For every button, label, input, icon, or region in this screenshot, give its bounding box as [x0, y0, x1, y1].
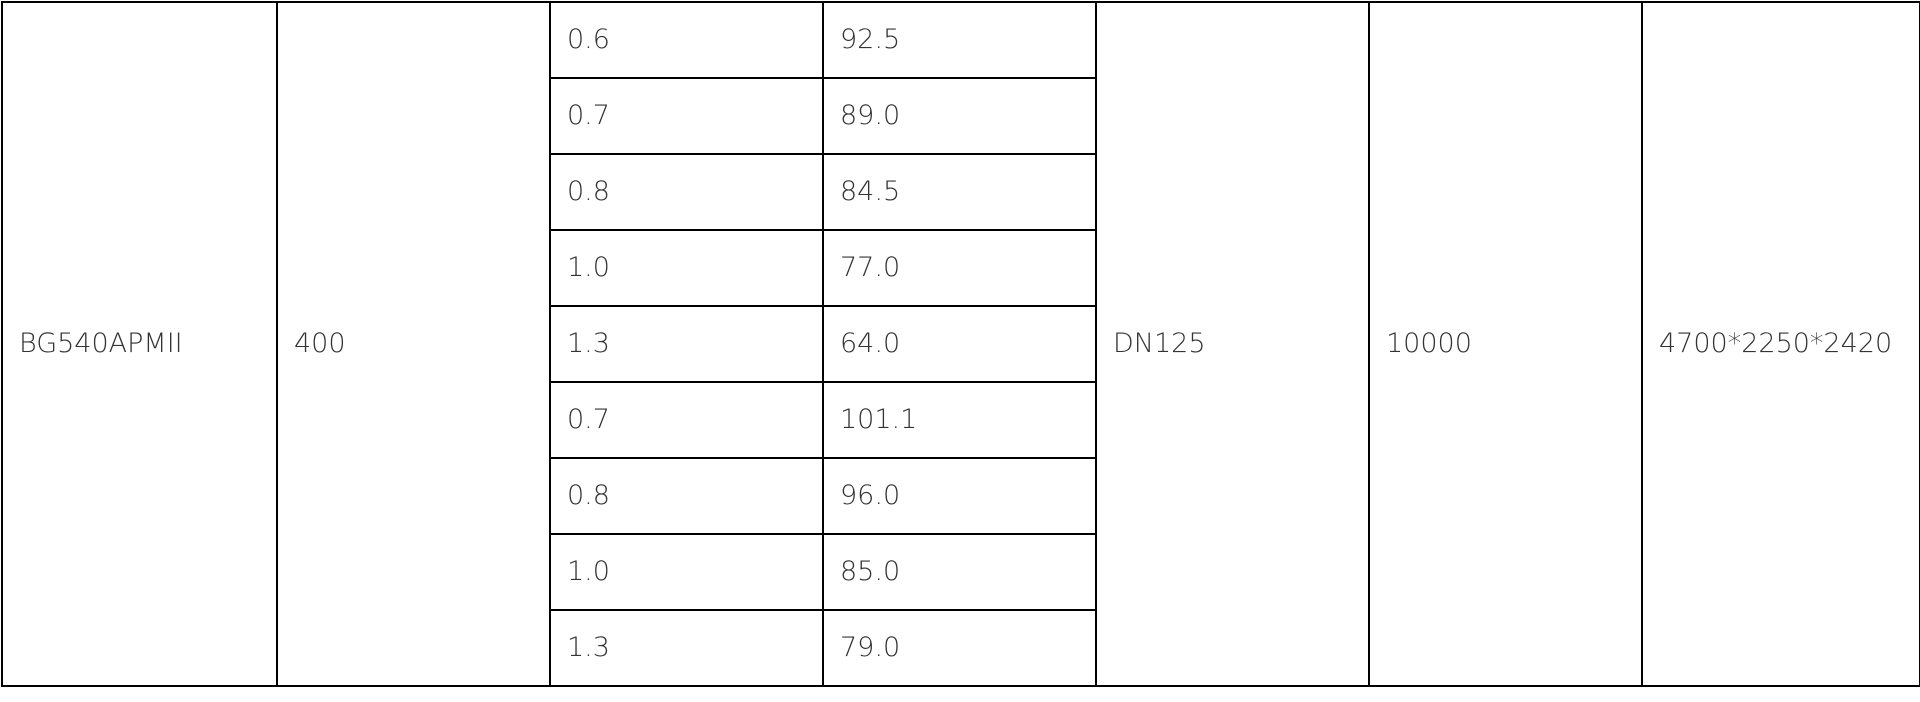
model-cell: BG540APMII	[1, 1, 278, 687]
table-row: 1.0 85.0	[2, 533, 1920, 611]
pressure-cell: 0.7	[549, 77, 824, 155]
flow-cell: 77.0	[822, 229, 1097, 307]
table-row: 1.3 79.0	[2, 609, 1920, 687]
table-row: 0.7 101.1	[2, 381, 1920, 459]
table-row: 0.8 84.5	[2, 153, 1920, 231]
dimensions-cell: 4700*2250*2420	[1641, 1, 1920, 687]
pressure-cell: 1.0	[549, 229, 824, 307]
flow-cell: 96.0	[822, 457, 1097, 535]
flow-cell: 84.5	[822, 153, 1097, 231]
pressure-cell: 1.0	[549, 533, 824, 611]
pressure-cell: 0.8	[549, 457, 824, 535]
flow-cell: 89.0	[822, 77, 1097, 155]
table-row: BG540APMII 400 0.6 92.5 DN125 10000 4700*2250*…	[1, 1, 1920, 687]
table-row: 1.0 77.0	[2, 229, 1920, 307]
table-row: 1.3 64.0	[2, 305, 1920, 383]
pressure-cell: 0.8	[549, 153, 824, 231]
spec-table: BG540APMII 400 0.6 92.5 DN125 10000 4700*2250*…	[1, 1, 1920, 687]
flow-cell: 85.0	[822, 533, 1097, 611]
outlet-cell: DN125	[1095, 1, 1370, 687]
flow-cell: 79.0	[822, 609, 1097, 687]
power-cell: 400	[276, 1, 551, 687]
table-row: 0.8 96.0	[2, 457, 1920, 535]
flow-cell: 101.1	[822, 381, 1097, 459]
flow-cell: 92.5	[822, 1, 1097, 79]
pressure-cell: 1.3	[549, 305, 824, 383]
flow-cell: 64.0	[822, 305, 1097, 383]
table-row: 0.7 89.0	[2, 77, 1920, 155]
pressure-cell: 1.3	[549, 609, 824, 687]
pressure-cell: 0.6	[549, 1, 824, 79]
weight-cell: 10000	[1368, 1, 1643, 687]
pressure-cell: 0.7	[549, 381, 824, 459]
